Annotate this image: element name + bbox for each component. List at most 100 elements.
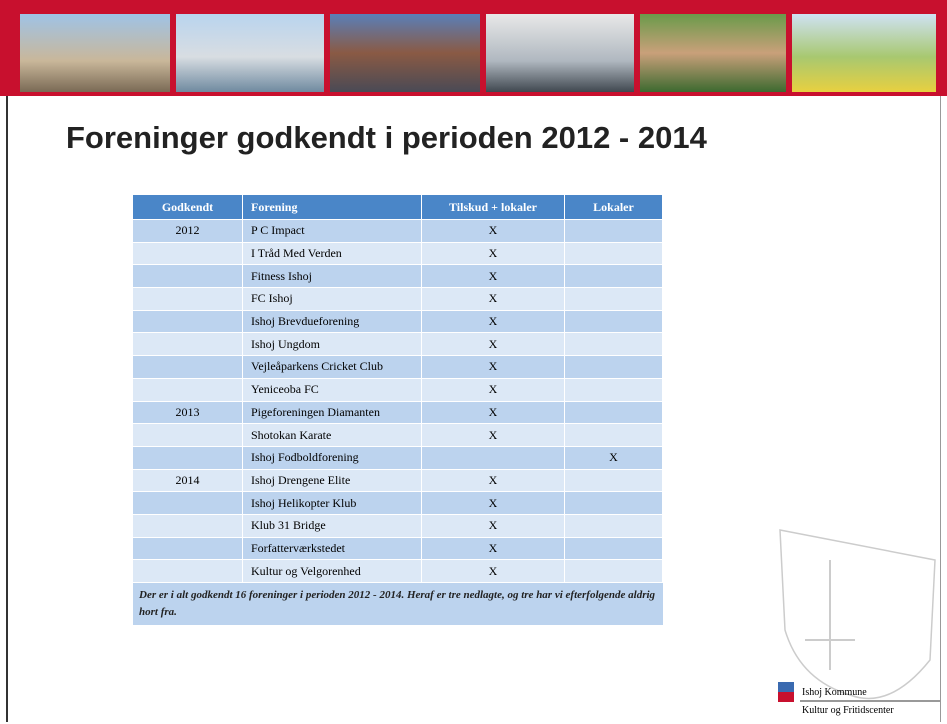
table-cell: Ishoj Fodboldforening: [243, 446, 422, 469]
logo: Ishoj Kommune Kultur og Fritidscenter: [778, 529, 940, 716]
table-row: Shotokan Karate X: [133, 424, 663, 447]
table-cell: [422, 446, 565, 469]
table-cell: [133, 265, 243, 288]
table-cell: [565, 310, 663, 333]
table-cell: Vejleåparkens Cricket Club: [243, 356, 422, 378]
table-cell: Klub 31 Bridge: [243, 514, 422, 537]
table-cell: [565, 514, 663, 537]
table-cell: Shotokan Karate: [243, 424, 422, 446]
photo: [486, 14, 634, 92]
table-cell: P C Impact: [243, 220, 422, 242]
table-cell: [565, 424, 663, 446]
table-row: 2012 P C Impact X: [133, 220, 663, 243]
table-cell: X: [565, 446, 663, 469]
table-cell: Fitness Ishoj: [243, 265, 422, 288]
table-note: Der er i alt godkendt 16 foreninger i pe…: [133, 583, 663, 625]
table-cell: [565, 401, 663, 424]
logo-name: Ishoj Kommune: [802, 687, 867, 698]
table-cell: [565, 265, 663, 288]
table-header: Godkendt Forening Tilskud + lokaler Lokaler: [133, 195, 663, 220]
table-cell: [565, 469, 663, 492]
table-cell: X: [422, 514, 565, 537]
table-cell: Ishoj Drengene Elite: [243, 469, 422, 492]
table-cell: [133, 424, 243, 446]
table-cell: [565, 492, 663, 514]
table-row: Ishoj Helikopter Klub X: [133, 492, 663, 515]
table-cell: X: [422, 492, 565, 514]
table-cell: [565, 333, 663, 356]
table-row: FC Ishoj X: [133, 288, 663, 311]
table-cell: [133, 514, 243, 537]
table-cell: Yeniceoba FC: [243, 378, 422, 401]
table-cell: X: [422, 265, 565, 288]
table-row: Fitness Ishoj X: [133, 265, 663, 289]
table-cell: [133, 356, 243, 378]
table-cell: [565, 378, 663, 401]
table-cell: 2014: [133, 469, 243, 492]
table-cell: [133, 446, 243, 469]
table-cell: X: [422, 310, 565, 333]
table-cell: X: [422, 288, 565, 310]
table-cell: [133, 310, 243, 333]
table-cell: X: [422, 424, 565, 446]
banner: [0, 0, 947, 96]
table-row: Yeniceoba FC X: [133, 378, 663, 402]
table-cell: X: [422, 560, 565, 582]
table-row: Ishoj Brevdueforening X: [133, 310, 663, 334]
table-cell: 2013: [133, 401, 243, 424]
table-cell: Forfatterværkstedet: [243, 537, 422, 560]
table-cell: [133, 333, 243, 356]
table-cell: Ishoj Helikopter Klub: [243, 492, 422, 514]
column-header: Forening: [243, 195, 422, 219]
logo-department: Kultur og Fritidscenter: [802, 705, 894, 716]
table-row: Forfatterværkstedet X: [133, 537, 663, 561]
table-cell: [133, 492, 243, 514]
table-cell: X: [422, 469, 565, 492]
table-cell: X: [422, 220, 565, 242]
table-row: Kultur og Velgorenhed X: [133, 560, 663, 583]
column-header: Godkendt: [133, 195, 243, 219]
table-row: Klub 31 Bridge X: [133, 514, 663, 538]
column-header: Tilskud + lokaler: [422, 195, 565, 219]
table-row: 2014 Ishoj Drengene Elite X: [133, 469, 663, 493]
table-cell: [133, 288, 243, 310]
photo: [330, 14, 480, 92]
table: Godkendt Forening Tilskud + lokaler Lokaler…: [133, 195, 663, 625]
frame: [6, 96, 941, 722]
table-row: 2013 Pigeforeningen Diamanten X: [133, 401, 663, 425]
table-cell: X: [422, 378, 565, 401]
table-cell: I Tråd Med Verden: [243, 242, 422, 265]
table-cell: [133, 560, 243, 582]
table-cell: [133, 378, 243, 401]
table-cell: [133, 537, 243, 560]
column-header: Lokaler: [565, 195, 663, 219]
table-cell: X: [422, 537, 565, 560]
table-row: Ishoj Fodboldforening X: [133, 446, 663, 470]
photo: [792, 14, 936, 92]
table-cell: [565, 220, 663, 242]
table-cell: X: [422, 356, 565, 378]
table-cell: Kultur og Velgorenhed: [243, 560, 422, 582]
table-cell: X: [422, 401, 565, 424]
table-cell: X: [422, 333, 565, 356]
table-cell: 2012: [133, 220, 243, 242]
table-cell: X: [422, 242, 565, 265]
table-cell: Pigeforeningen Diamanten: [243, 401, 422, 424]
table-cell: Ishoj Ungdom: [243, 333, 422, 356]
table-cell: [565, 560, 663, 582]
table-cell: [133, 242, 243, 265]
table-cell: FC Ishoj: [243, 288, 422, 310]
table-cell: [565, 537, 663, 560]
table-cell: [565, 288, 663, 310]
table-cell: Ishoj Brevdueforening: [243, 310, 422, 333]
table-row: I Tråd Med Verden X: [133, 242, 663, 266]
slide-title: Foreninger godkendt i perioden 2012 - 20…: [66, 120, 707, 155]
table-row: Vejleåparkens Cricket Club X: [133, 356, 663, 379]
table-cell: [565, 356, 663, 378]
photo: [20, 14, 170, 92]
photo: [176, 14, 324, 92]
table-row: Ishoj Ungdom X: [133, 333, 663, 357]
table-cell: [565, 242, 663, 265]
photo: [640, 14, 786, 92]
